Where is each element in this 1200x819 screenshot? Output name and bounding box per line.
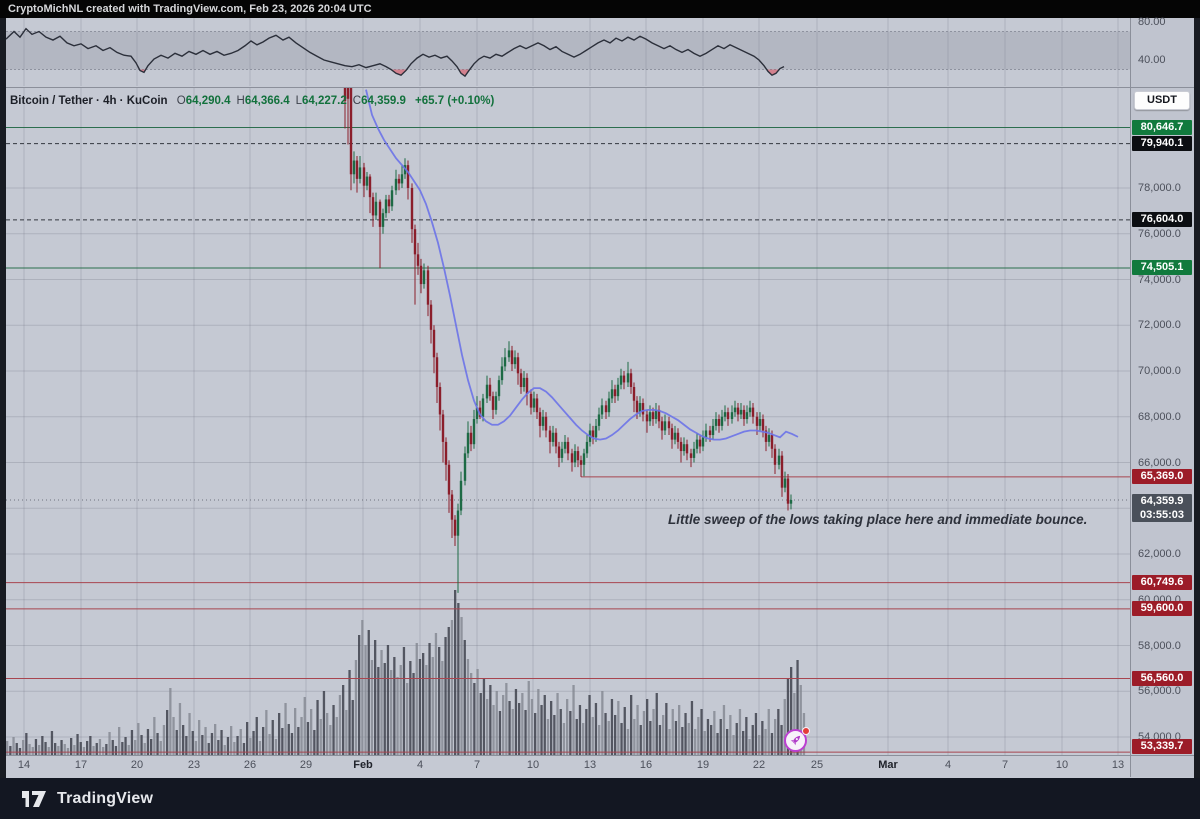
price-level-label[interactable]: 59,600.0 [1132, 601, 1192, 617]
time-axis-tick: Mar [878, 759, 898, 771]
time-axis-tick: 10 [1055, 759, 1069, 771]
price-axis-tick: 70,000.0 [1138, 365, 1181, 377]
chart-background[interactable] [6, 18, 1194, 777]
time-axis-tick: 7 [1001, 759, 1009, 771]
rocket-icon [790, 735, 801, 746]
ohlc-key: O [176, 95, 186, 107]
ohlc-values: O64,290.4 H64,366.4 L64,227.2 C64,359.9 [171, 95, 406, 107]
change-value: +65.7 (+0.10%) [415, 95, 495, 107]
price-level-label[interactable]: 80,646.7 [1132, 119, 1192, 135]
chart-annotation-text[interactable]: Little sweep of the lows taking place he… [668, 512, 1088, 527]
price-axis-tick: 78,000.0 [1138, 182, 1181, 194]
time-axis-tick: 29 [299, 759, 313, 771]
time-axis-tick: 13 [1111, 759, 1125, 771]
time-axis-tick: 4 [416, 759, 424, 771]
price-axis-tick: 58,000.0 [1138, 639, 1181, 652]
ohlc-value: 64,366.4 [244, 95, 290, 107]
time-axis-tick: Feb [353, 759, 373, 771]
time-axis-tick: 17 [74, 759, 88, 771]
time-axis-tick: 23 [187, 759, 201, 771]
last-price-label[interactable]: 64,359.9 03:55:03 [1132, 494, 1192, 523]
right-frame-strip [1194, 18, 1200, 778]
price-axis-tick: 74,000.0 [1138, 273, 1181, 286]
price-axis-tick: 68,000.0 [1138, 410, 1181, 423]
notification-dot [802, 727, 810, 735]
credit-text: CryptoMichNL created with TradingView.co… [8, 3, 372, 15]
price-level-label[interactable]: 79,940.1 [1132, 136, 1192, 152]
price-axis-tick: 76,000.0 [1138, 227, 1181, 240]
credit-bar: CryptoMichNL created with TradingView.co… [0, 0, 1200, 18]
price-axis-tick: 56,000.0 [1138, 685, 1181, 698]
time-axis-tick: 26 [243, 759, 257, 771]
rsi-axis-tick: 40.00 [1138, 54, 1166, 66]
time-axis-tick: 10 [526, 759, 540, 771]
ohlc-key: L [295, 95, 302, 107]
left-frame-strip [0, 18, 6, 778]
time-axis-tick: 25 [810, 759, 824, 771]
price-level-label[interactable]: 53,339.7 [1132, 738, 1192, 754]
pane-separator[interactable] [6, 87, 1194, 88]
time-axis-separator [6, 755, 1194, 756]
ohlc-value: 64,227.2 [302, 95, 347, 107]
price-level-label[interactable]: 65,369.0 [1132, 469, 1192, 485]
time-axis-tick: 22 [752, 759, 766, 771]
tradingview-logo-icon [22, 790, 46, 807]
price-level-label[interactable]: 60,749.6 [1132, 575, 1192, 591]
time-axis-tick: 4 [944, 759, 952, 771]
price-level-label[interactable]: 76,604.0 [1132, 212, 1192, 228]
time-axis-tick: 14 [17, 759, 31, 771]
price-level-label[interactable]: 74,505.1 [1132, 260, 1192, 276]
time-axis-tick: 7 [473, 759, 481, 771]
rsi-axis-tick: 80.00 [1138, 16, 1166, 28]
time-axis-tick: 16 [639, 759, 653, 771]
price-level-label[interactable]: 56,560.0 [1132, 670, 1192, 686]
brand-bar: TradingView [0, 778, 1200, 819]
idea-marker[interactable] [784, 727, 810, 752]
price-axis-tick: 66,000.0 [1138, 456, 1181, 469]
currency-toggle-button[interactable]: USDT [1134, 91, 1190, 110]
ohlc-value: 64,290.4 [185, 95, 231, 107]
last-price-value: 64,359.9 [1140, 495, 1184, 508]
price-axis-tick: 72,000.0 [1138, 319, 1181, 332]
bar-countdown: 03:55:03 [1139, 509, 1185, 522]
ohlc-key: H [236, 95, 245, 107]
symbol-title[interactable]: Bitcoin / Tether · 4h · KuCoin [10, 95, 168, 107]
brand-name: TradingView [57, 789, 154, 807]
symbol-legend[interactable]: Bitcoin / Tether · 4h · KuCoin O64,290.4… [10, 95, 494, 107]
time-axis-tick: 20 [130, 759, 144, 771]
price-axis-tick: 62,000.0 [1138, 548, 1181, 560]
ohlc-value: 64,359.9 [361, 95, 406, 107]
price-axis-separator [1130, 18, 1131, 777]
time-axis-tick: 19 [696, 759, 710, 771]
time-axis-tick: 13 [583, 759, 597, 771]
ohlc-key: C [352, 95, 362, 107]
